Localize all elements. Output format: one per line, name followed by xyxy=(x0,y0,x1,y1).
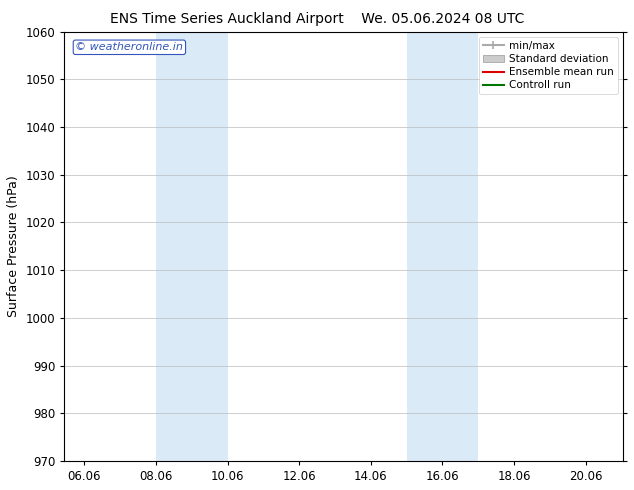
Y-axis label: Surface Pressure (hPa): Surface Pressure (hPa) xyxy=(7,175,20,317)
Legend: min/max, Standard deviation, Ensemble mean run, Controll run: min/max, Standard deviation, Ensemble me… xyxy=(479,37,618,95)
Bar xyxy=(406,31,478,461)
Text: © weatheronline.in: © weatheronline.in xyxy=(75,42,183,52)
Text: ENS Time Series Auckland Airport    We. 05.06.2024 08 UTC: ENS Time Series Auckland Airport We. 05.… xyxy=(110,12,524,26)
Bar xyxy=(156,31,228,461)
